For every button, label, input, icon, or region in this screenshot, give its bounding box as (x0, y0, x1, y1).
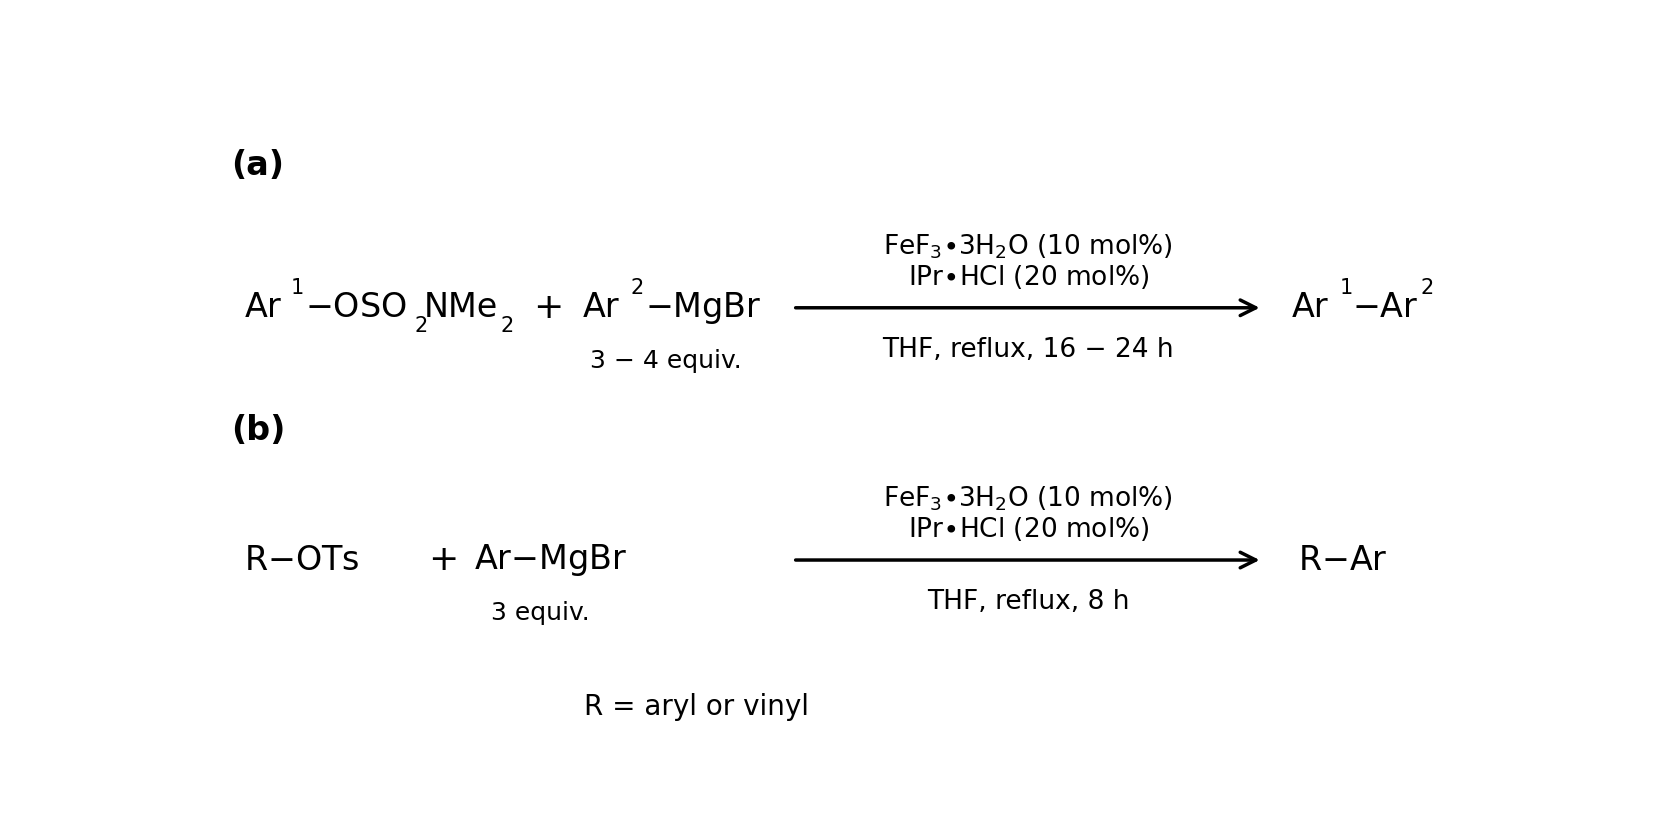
Text: $-$Ar: $-$Ar (1353, 291, 1419, 324)
Text: 3 − 4 equiv.: 3 − 4 equiv. (589, 349, 742, 373)
Text: 2: 2 (501, 316, 515, 336)
Text: 1: 1 (1340, 278, 1353, 297)
Text: IPr$\bullet$HCl (20 mol%): IPr$\bullet$HCl (20 mol%) (908, 263, 1149, 291)
Text: $-$OSO: $-$OSO (305, 291, 407, 324)
Text: (b): (b) (231, 414, 286, 447)
Text: Ar$-$MgBr: Ar$-$MgBr (473, 542, 627, 578)
Text: FeF$_3$$\bullet$3H$_2$O (10 mol%): FeF$_3$$\bullet$3H$_2$O (10 mol%) (883, 232, 1174, 260)
Text: +: + (533, 291, 564, 325)
Text: Ar: Ar (583, 291, 619, 324)
Text: +: + (428, 543, 458, 577)
Text: (a): (a) (231, 149, 284, 182)
Text: R$-$Ar: R$-$Ar (1298, 543, 1388, 576)
Text: FeF$_3$$\bullet$3H$_2$O (10 mol%): FeF$_3$$\bullet$3H$_2$O (10 mol%) (883, 485, 1174, 513)
Text: $-$MgBr: $-$MgBr (644, 290, 762, 326)
Text: 2: 2 (415, 316, 428, 336)
Text: IPr$\bullet$HCl (20 mol%): IPr$\bullet$HCl (20 mol%) (908, 515, 1149, 543)
Text: THF, reflux, 16 − 24 h: THF, reflux, 16 − 24 h (883, 337, 1174, 363)
Text: 2: 2 (631, 278, 644, 297)
Text: NMe: NMe (423, 291, 498, 324)
Text: THF, reflux, 8 h: THF, reflux, 8 h (926, 589, 1129, 615)
Text: 1: 1 (290, 278, 304, 297)
Text: 3 equiv.: 3 equiv. (491, 601, 589, 625)
Text: $\mathsf{Ar}$: $\mathsf{Ar}$ (244, 291, 282, 324)
Text: Ar: Ar (1291, 291, 1328, 324)
Text: 2: 2 (1421, 278, 1434, 297)
Text: R$-$OTs: R$-$OTs (244, 543, 359, 576)
Text: R = aryl or vinyl: R = aryl or vinyl (584, 694, 808, 722)
